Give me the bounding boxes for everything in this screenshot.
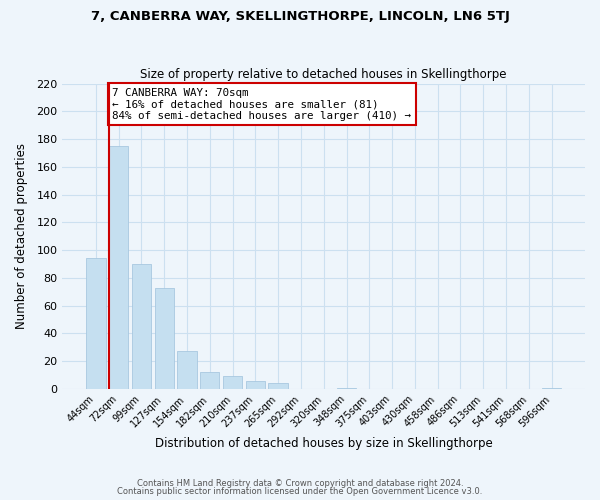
Bar — [109, 146, 128, 389]
Y-axis label: Number of detached properties: Number of detached properties — [15, 143, 28, 329]
Bar — [132, 264, 151, 389]
Text: Contains public sector information licensed under the Open Government Licence v3: Contains public sector information licen… — [118, 488, 482, 496]
Bar — [245, 380, 265, 389]
Bar — [337, 388, 356, 389]
Title: Size of property relative to detached houses in Skellingthorpe: Size of property relative to detached ho… — [140, 68, 507, 81]
Text: 7, CANBERRA WAY, SKELLINGTHORPE, LINCOLN, LN6 5TJ: 7, CANBERRA WAY, SKELLINGTHORPE, LINCOLN… — [91, 10, 509, 23]
Bar — [268, 384, 288, 389]
X-axis label: Distribution of detached houses by size in Skellingthorpe: Distribution of detached houses by size … — [155, 437, 493, 450]
Bar — [223, 376, 242, 389]
Bar — [155, 288, 174, 389]
Bar — [542, 388, 561, 389]
Bar — [200, 372, 220, 389]
Text: Contains HM Land Registry data © Crown copyright and database right 2024.: Contains HM Land Registry data © Crown c… — [137, 478, 463, 488]
Bar — [86, 258, 106, 389]
Text: 7 CANBERRA WAY: 70sqm
← 16% of detached houses are smaller (81)
84% of semi-deta: 7 CANBERRA WAY: 70sqm ← 16% of detached … — [112, 88, 412, 121]
Bar — [178, 352, 197, 389]
